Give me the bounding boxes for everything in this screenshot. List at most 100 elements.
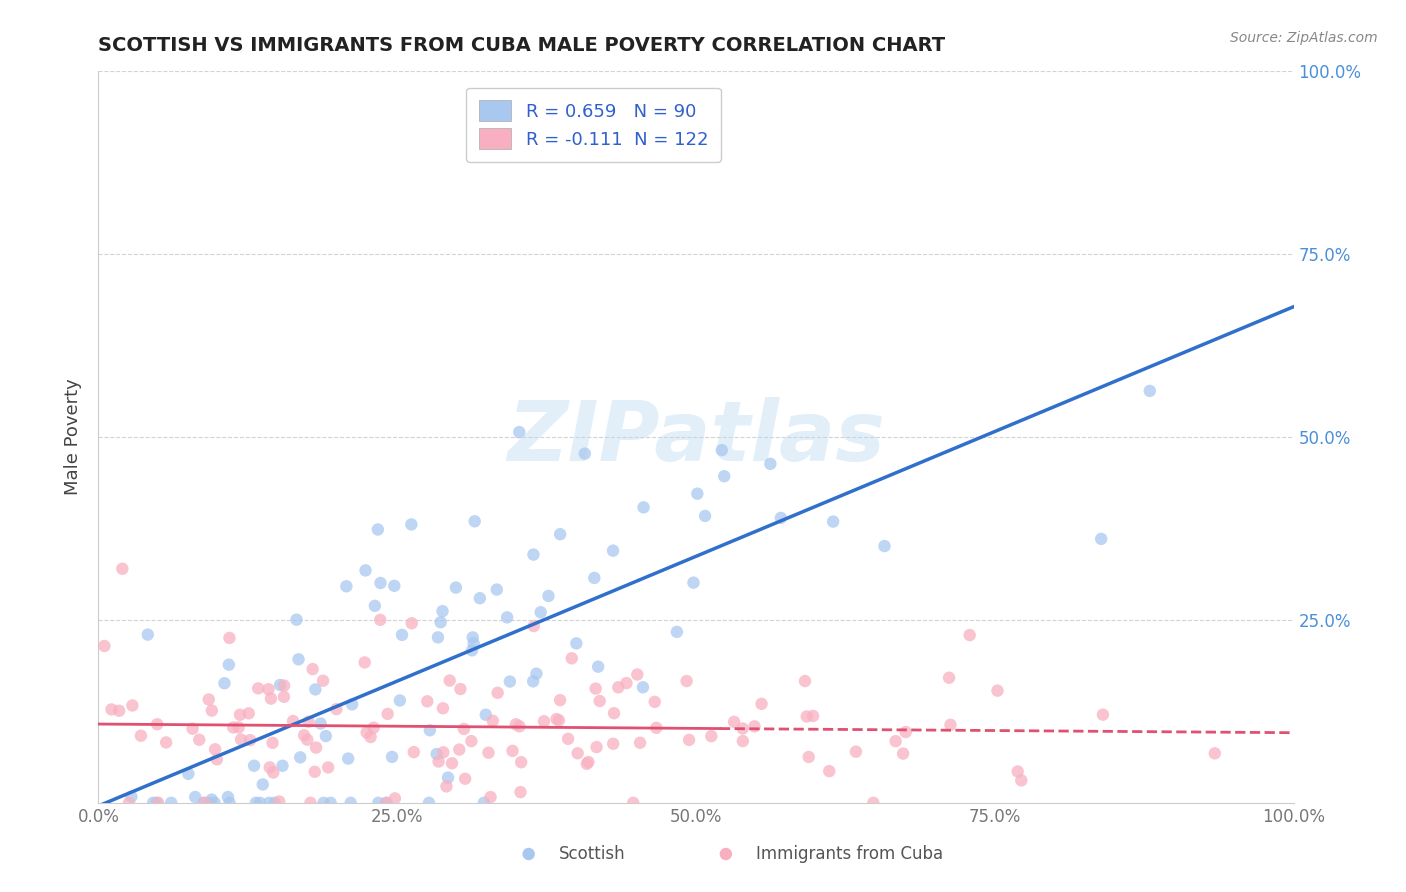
Point	[319, 796, 342, 810]
Point	[1007, 764, 1029, 779]
Point	[602, 737, 624, 751]
Point	[475, 707, 498, 722]
Text: SCOTTISH VS IMMIGRANTS FROM CUBA MALE POVERTY CORRELATION CHART: SCOTTISH VS IMMIGRANTS FROM CUBA MALE PO…	[98, 36, 946, 54]
Point	[335, 579, 357, 593]
Point	[146, 796, 169, 810]
Point	[375, 796, 398, 810]
Point	[862, 796, 884, 810]
Point	[751, 697, 773, 711]
Point	[312, 796, 335, 810]
Point	[436, 780, 458, 794]
Point	[759, 457, 782, 471]
Point	[1139, 384, 1161, 398]
Point	[486, 686, 509, 700]
Point	[120, 789, 142, 804]
Point	[682, 575, 704, 590]
Point	[938, 671, 960, 685]
Point	[249, 796, 271, 810]
Point	[339, 796, 361, 810]
Point	[218, 657, 240, 672]
Text: ZIPatlas: ZIPatlas	[508, 397, 884, 477]
Point	[626, 667, 648, 681]
Point	[391, 628, 413, 642]
Point	[262, 736, 284, 750]
Point	[239, 733, 262, 747]
Point	[269, 795, 291, 809]
Point	[526, 666, 548, 681]
Point	[464, 514, 486, 528]
Point	[616, 676, 638, 690]
Point	[259, 760, 281, 774]
Point	[290, 750, 312, 764]
Point	[382, 579, 405, 593]
Point	[510, 755, 533, 769]
Point	[508, 425, 530, 439]
Point	[959, 628, 981, 642]
Point	[160, 796, 183, 810]
Text: Source: ZipAtlas.com: Source: ZipAtlas.com	[1230, 31, 1378, 45]
Point	[731, 734, 754, 748]
Point	[891, 747, 914, 761]
Point	[439, 673, 461, 688]
Point	[356, 725, 378, 739]
Point	[238, 706, 260, 721]
Point	[305, 740, 328, 755]
Point	[388, 693, 411, 707]
Point	[585, 681, 607, 696]
Point	[368, 613, 391, 627]
Point	[482, 714, 505, 728]
Point	[204, 796, 226, 810]
Point	[243, 758, 266, 772]
Point	[260, 691, 283, 706]
Point	[547, 714, 569, 728]
Point	[304, 764, 326, 779]
Point	[252, 777, 274, 791]
Point	[177, 767, 200, 781]
Point	[796, 709, 818, 723]
Point	[108, 704, 131, 718]
Point	[845, 745, 868, 759]
Point	[301, 662, 323, 676]
Point	[194, 796, 217, 810]
Point	[496, 610, 519, 624]
Point	[644, 695, 666, 709]
Point	[217, 790, 239, 805]
Point	[700, 729, 723, 743]
Point	[675, 674, 697, 689]
Point	[229, 707, 252, 722]
Point	[304, 682, 326, 697]
Point	[522, 548, 544, 562]
Point	[607, 681, 630, 695]
Point	[257, 796, 280, 810]
Point	[201, 704, 224, 718]
Point	[769, 511, 792, 525]
Point	[801, 709, 824, 723]
Point	[299, 796, 322, 810]
Point	[363, 721, 385, 735]
Point	[939, 718, 962, 732]
Point	[628, 736, 651, 750]
Point	[287, 652, 309, 666]
Point	[485, 582, 508, 597]
Point	[367, 523, 389, 537]
Point	[297, 732, 319, 747]
Point	[197, 692, 219, 706]
Point	[723, 714, 745, 729]
Point	[325, 702, 347, 716]
Point	[693, 508, 716, 523]
Point	[93, 639, 115, 653]
Point	[142, 796, 165, 810]
Point	[184, 789, 207, 804]
Point	[1010, 773, 1032, 788]
Point	[271, 758, 294, 772]
Point	[468, 591, 491, 606]
Point	[432, 701, 454, 715]
Point	[427, 755, 450, 769]
Point	[522, 674, 544, 689]
Point	[136, 627, 159, 641]
Point	[340, 698, 363, 712]
Point	[426, 747, 449, 761]
Point	[269, 678, 291, 692]
Point	[201, 792, 224, 806]
Point	[665, 624, 688, 639]
